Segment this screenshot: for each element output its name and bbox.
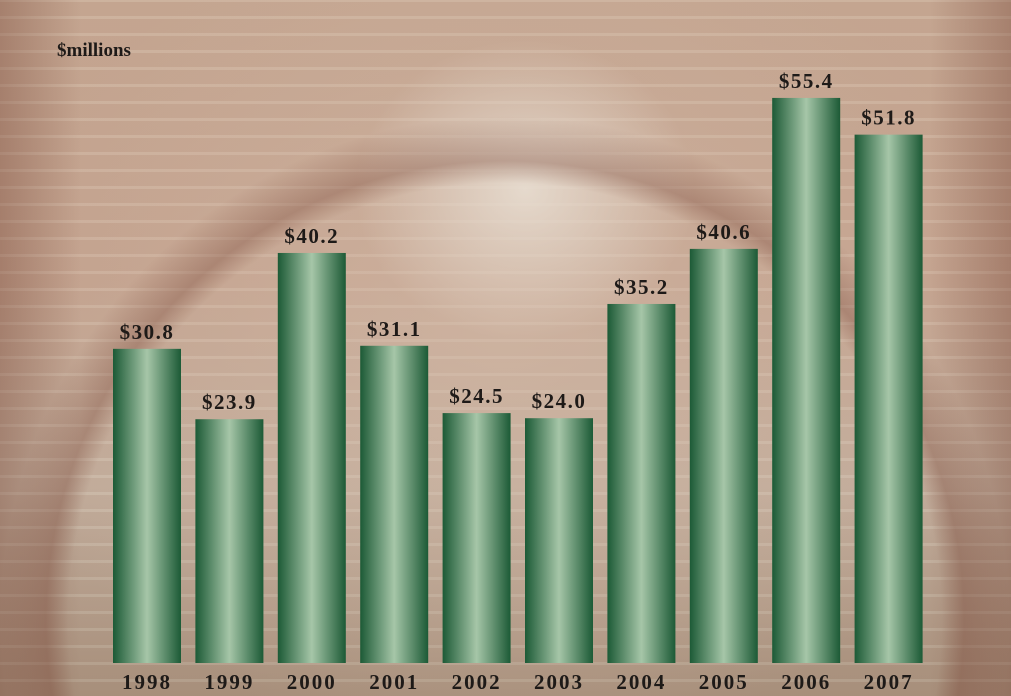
bar (607, 304, 675, 663)
value-label: $35.2 (614, 275, 669, 299)
bar (443, 413, 511, 663)
x-tick-label: 2004 (616, 670, 666, 694)
x-tick-label: 2005 (699, 670, 749, 694)
value-label: $40.2 (284, 224, 339, 248)
bar (525, 418, 593, 663)
chart: $millions $30.8 1998 $23.9 1999 $40.2 2000 $31… (0, 0, 1011, 696)
bar (278, 253, 346, 663)
x-tick-label: 2001 (369, 670, 419, 694)
chart-background: $millions $30.8 1998 $23.9 1999 $40.2 2000 $31… (0, 0, 1011, 696)
x-tick-label: 1998 (122, 670, 172, 694)
value-label: $51.8 (861, 106, 916, 130)
value-label: $30.8 (120, 320, 175, 344)
unit-label: $millions (57, 40, 131, 61)
value-label: $40.6 (696, 220, 751, 244)
x-tick-label: 1999 (204, 670, 254, 694)
x-tick-label: 2006 (781, 670, 831, 694)
value-label: $31.1 (367, 317, 422, 341)
bar (195, 419, 263, 663)
value-label: $23.9 (202, 390, 257, 414)
x-tick-label: 2002 (452, 670, 502, 694)
value-label: $24.0 (532, 389, 587, 413)
x-tick-label: 2007 (864, 670, 914, 694)
x-tick-label: 2003 (534, 670, 584, 694)
value-label: $55.4 (779, 69, 834, 93)
bar (690, 249, 758, 663)
value-label: $24.5 (449, 384, 504, 408)
bar (113, 349, 181, 663)
bar (360, 346, 428, 663)
x-tick-label: 2000 (287, 670, 337, 694)
bar (855, 135, 923, 663)
bar (772, 98, 840, 663)
